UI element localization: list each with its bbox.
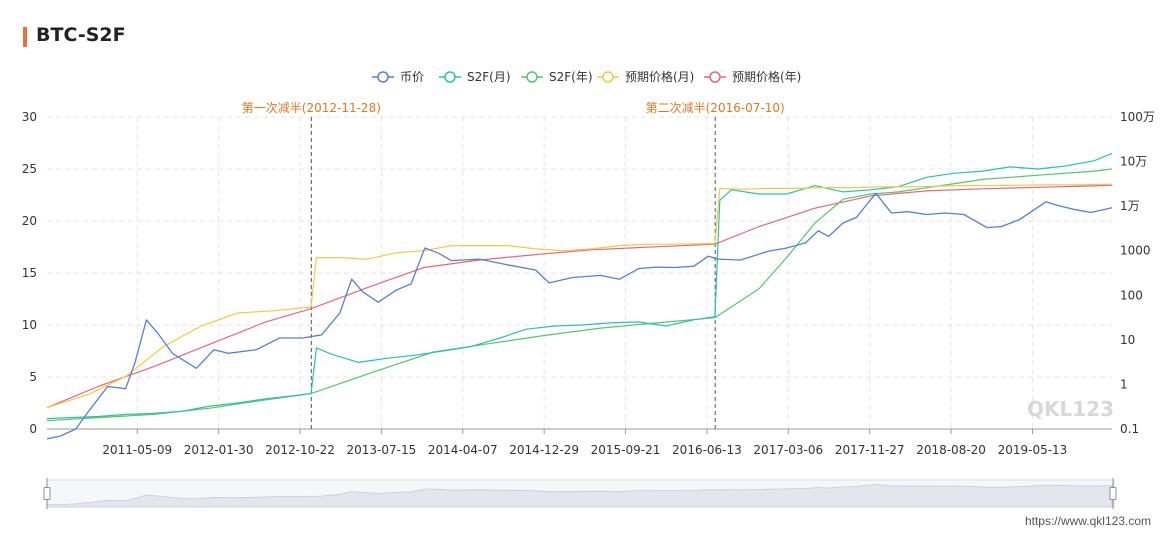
legend-swatch-marker bbox=[377, 71, 389, 83]
legend-item[interactable]: 预期价格(年) bbox=[704, 69, 801, 84]
x-tick-label: 2012-10-22 bbox=[265, 443, 335, 457]
chart-legend[interactable]: 币价 S2F(月) S2F(年) 预期价格(月) 预期价格(年) bbox=[372, 69, 801, 84]
y-left-tick-label: 10 bbox=[22, 318, 37, 332]
legend-swatch-marker bbox=[526, 71, 538, 83]
title-accent-bar bbox=[23, 27, 27, 47]
y-left-tick-label: 30 bbox=[22, 110, 37, 124]
page-title: BTC-S2F bbox=[36, 24, 126, 46]
halving-label: 第一次减半(2012-11-28) bbox=[242, 101, 381, 115]
legend-swatch-marker bbox=[444, 71, 456, 83]
legend-item[interactable]: 币价 bbox=[372, 70, 424, 84]
x-tick-label: 2017-03-06 bbox=[753, 443, 823, 457]
x-tick-label: 2018-08-20 bbox=[916, 443, 986, 457]
x-tick-label: 2019-05-13 bbox=[998, 443, 1068, 457]
legend-item[interactable]: S2F(月) bbox=[439, 70, 511, 84]
legend-item[interactable]: 预期价格(月) bbox=[597, 69, 694, 84]
series-line-pred-month bbox=[46, 183, 1113, 409]
y-right-tick-label: 10 bbox=[1120, 333, 1135, 347]
x-tick-label: 2017-11-27 bbox=[835, 443, 905, 457]
slider-handle-left[interactable] bbox=[43, 478, 51, 509]
y-left-tick-label: 20 bbox=[22, 214, 37, 228]
x-tick-label: 2013-07-15 bbox=[347, 443, 417, 457]
legend-swatch-marker bbox=[602, 71, 614, 83]
slider-preview-area bbox=[46, 483, 1113, 508]
y-right-tick-label: 10万 bbox=[1120, 155, 1147, 169]
axis-ticks: 0 5 10 15 20 25 30 0.1 1 10 100 1000 1万 10万 100万 2011-0… bbox=[22, 110, 1155, 457]
halving-label: 第二次减半(2016-07-10) bbox=[646, 101, 785, 115]
slider-handle-right[interactable] bbox=[1109, 478, 1117, 509]
series-line-s2f-year bbox=[46, 168, 1113, 422]
x-tick-label: 2015-09-21 bbox=[591, 443, 661, 457]
series-line-price bbox=[46, 192, 1113, 440]
slider-handle-grip bbox=[1109, 487, 1117, 500]
y-left-tick-label: 25 bbox=[22, 162, 37, 176]
x-tick-label: 2012-01-30 bbox=[184, 443, 254, 457]
x-tick-label: 2016-06-13 bbox=[672, 443, 742, 457]
series-lines bbox=[46, 152, 1113, 440]
y-left-tick-label: 5 bbox=[29, 370, 37, 384]
legend-item[interactable]: S2F(年) bbox=[521, 70, 593, 84]
legend-label: 预期价格(年) bbox=[732, 69, 801, 84]
footer-url[interactable]: https://www.qkl123.com bbox=[1024, 514, 1151, 528]
x-tick-label: 2011-05-09 bbox=[102, 443, 172, 457]
y-right-tick-label: 1万 bbox=[1120, 199, 1140, 213]
y-right-tick-label: 100 bbox=[1120, 288, 1143, 302]
y-right-tick-label: 1000 bbox=[1120, 244, 1151, 258]
y-left-tick-label: 15 bbox=[22, 266, 37, 280]
series-line-pred-year bbox=[46, 184, 1113, 409]
legend-label: 币价 bbox=[400, 70, 424, 84]
series-line-s2f-month bbox=[46, 152, 1113, 420]
chart-grid bbox=[47, 116, 1112, 434]
y-right-tick-label: 100万 bbox=[1120, 110, 1155, 124]
legend-label: S2F(月) bbox=[467, 70, 511, 84]
legend-label: S2F(年) bbox=[549, 70, 593, 84]
y-right-tick-label: 1 bbox=[1120, 377, 1128, 391]
x-tick-label: 2014-12-29 bbox=[509, 443, 579, 457]
slider-handle-grip bbox=[43, 487, 51, 500]
legend-label: 预期价格(月) bbox=[625, 69, 694, 84]
zoom-slider[interactable] bbox=[43, 478, 1117, 509]
y-left-tick-label: 0 bbox=[29, 422, 37, 436]
x-tick-label: 2014-04-07 bbox=[428, 443, 498, 457]
halving-annotations: 第一次减半(2012-11-28) 第二次减半(2016-07-10) bbox=[242, 101, 785, 429]
y-right-tick-label: 0.1 bbox=[1120, 422, 1139, 436]
qkl123-watermark: QKL123 bbox=[1027, 397, 1114, 421]
legend-swatch-marker bbox=[709, 71, 721, 83]
watermark-logo: QKL123 bbox=[1027, 397, 1114, 421]
